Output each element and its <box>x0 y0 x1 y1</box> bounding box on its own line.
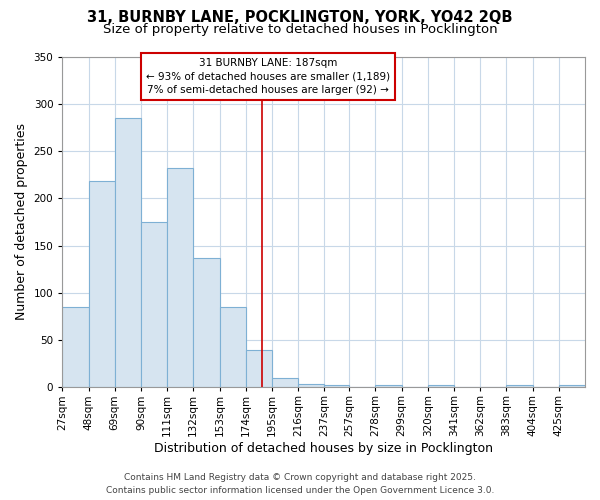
Bar <box>298 384 324 388</box>
Text: 31, BURNBY LANE, POCKLINGTON, YORK, YO42 2QB: 31, BURNBY LANE, POCKLINGTON, YORK, YO42… <box>87 10 513 25</box>
Text: Contains HM Land Registry data © Crown copyright and database right 2025.
Contai: Contains HM Land Registry data © Crown c… <box>106 474 494 495</box>
Bar <box>324 384 349 388</box>
Text: 31 BURNBY LANE: 187sqm
← 93% of detached houses are smaller (1,189)
7% of semi-d: 31 BURNBY LANE: 187sqm ← 93% of detached… <box>146 58 390 95</box>
X-axis label: Distribution of detached houses by size in Pocklington: Distribution of detached houses by size … <box>154 442 493 455</box>
Bar <box>428 384 454 388</box>
Bar <box>272 378 298 388</box>
Bar <box>376 384 401 388</box>
Bar <box>141 222 167 388</box>
Bar <box>506 386 533 388</box>
Bar <box>167 168 193 388</box>
Bar <box>62 307 89 388</box>
Bar <box>559 386 585 388</box>
Bar <box>193 258 220 388</box>
Bar <box>246 350 272 388</box>
Text: Size of property relative to detached houses in Pocklington: Size of property relative to detached ho… <box>103 22 497 36</box>
Bar <box>220 307 246 388</box>
Bar <box>89 182 115 388</box>
Bar <box>115 118 141 388</box>
Y-axis label: Number of detached properties: Number of detached properties <box>15 124 28 320</box>
